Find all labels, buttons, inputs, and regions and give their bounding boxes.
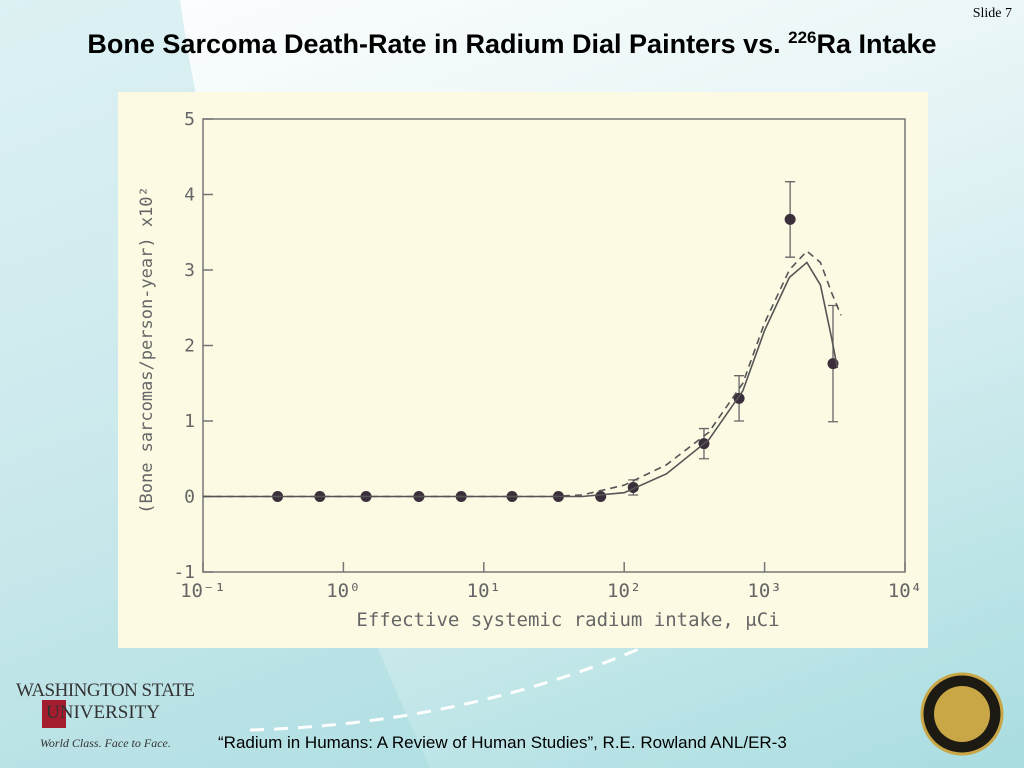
title-superscript: 226 — [788, 28, 817, 47]
chart-background — [118, 92, 928, 648]
y-tick-label: 3 — [184, 260, 195, 281]
x-tick-label: 10⁰ — [326, 580, 360, 602]
y-tick-label: 0 — [184, 487, 195, 508]
x-tick-label: 10³ — [747, 580, 781, 602]
y-tick-label: 1 — [184, 411, 195, 432]
y-tick-label: 5 — [184, 109, 195, 130]
x-tick-label: 10⁻¹ — [180, 580, 226, 602]
title-text: Bone Sarcoma Death-Rate in Radium Dial P… — [87, 29, 789, 59]
x-axis-label: Effective systemic radium intake, μCi — [356, 609, 779, 631]
y-tick-label: 4 — [184, 185, 195, 206]
logo-text: UNIVERSITY — [46, 702, 160, 723]
y-axis-label: (Bone sarcomas/person-year) x10² — [137, 186, 157, 514]
title-text: Ra Intake — [816, 29, 937, 59]
citation: “Radium in Humans: A Review of Human Stu… — [218, 733, 787, 752]
x-tick-label: 10¹ — [467, 580, 501, 602]
slide-title: Bone Sarcoma Death-Rate in Radium Dial P… — [0, 28, 1024, 60]
slide-number: Slide 7 — [972, 6, 1012, 21]
data-point — [784, 213, 796, 225]
logo-text: WASHINGTON STATE — [16, 680, 195, 701]
logo: WASHINGTON STATE UNIVERSITY World Class.… — [16, 680, 195, 751]
logo-tagline: World Class. Face to Face. — [40, 736, 171, 750]
data-point — [595, 491, 607, 502]
y-tick-label: 2 — [184, 336, 195, 357]
y-tick-label: -1 — [173, 562, 195, 583]
x-tick-label: 10² — [607, 580, 641, 602]
x-tick-label: 10⁴ — [888, 580, 922, 602]
fit-curve — [203, 250, 842, 498]
fit-curve — [203, 261, 839, 498]
